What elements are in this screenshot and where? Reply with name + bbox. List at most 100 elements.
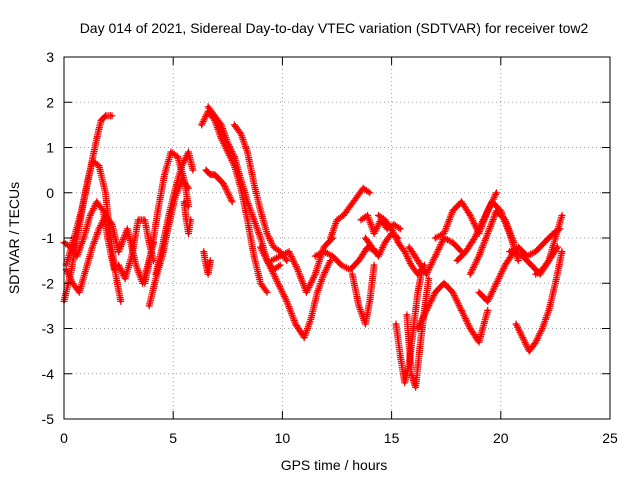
data-point <box>217 177 221 181</box>
data-point <box>451 290 455 294</box>
data-point <box>477 340 481 344</box>
data-point <box>232 155 236 159</box>
y-tick-label: 1 <box>46 140 54 156</box>
data-point <box>208 173 212 177</box>
data-point <box>398 354 402 358</box>
data-point <box>540 327 544 330</box>
x-tick-label: 25 <box>602 430 618 446</box>
data-point <box>348 204 352 208</box>
data-point <box>414 385 418 389</box>
data-point <box>398 227 402 231</box>
data-point <box>403 250 407 254</box>
data-point <box>182 200 186 204</box>
data-point <box>363 236 367 240</box>
data-point <box>534 340 538 344</box>
series-track-23 <box>375 211 428 278</box>
data-point <box>357 259 361 263</box>
data-point <box>173 186 177 190</box>
data-point <box>516 245 520 249</box>
data-point <box>494 281 498 285</box>
data-point <box>468 327 472 330</box>
data-point <box>385 227 389 231</box>
tick-layer: 0 5 10 15 20 25 -5 -4 -3 -2 -1 0 1 2 3 <box>42 49 618 446</box>
data-point <box>512 241 516 245</box>
data-point <box>411 327 415 330</box>
x-tick-label: 15 <box>384 430 400 446</box>
data-point <box>200 123 204 127</box>
data-point <box>451 241 455 245</box>
data-layer <box>60 103 566 391</box>
data-point <box>110 114 114 118</box>
data-point <box>534 272 538 276</box>
data-point <box>186 186 190 190</box>
series-track-34 <box>532 211 566 278</box>
data-point <box>186 150 190 154</box>
data-point <box>230 200 234 204</box>
data-point <box>79 209 83 213</box>
y-tick-label: 0 <box>46 185 54 201</box>
data-point <box>433 254 437 258</box>
data-point <box>110 222 114 226</box>
y-tick-label: -3 <box>42 321 55 337</box>
data-point <box>403 381 407 385</box>
series-track-33 <box>512 248 566 355</box>
data-point <box>335 218 339 222</box>
data-point <box>514 322 518 326</box>
data-point <box>525 254 529 258</box>
data-point <box>383 241 387 245</box>
data-point <box>376 254 380 258</box>
data-point <box>272 245 276 249</box>
data-point <box>99 118 103 122</box>
data-point <box>77 290 81 294</box>
data-point <box>143 218 147 222</box>
y-axis-label: SDTVAR / TECUs <box>6 182 22 294</box>
data-point <box>322 272 326 276</box>
data-point <box>359 218 363 222</box>
data-point <box>269 259 273 263</box>
data-point <box>477 290 481 294</box>
data-point <box>180 164 184 168</box>
data-point <box>160 245 164 249</box>
data-point <box>114 277 118 281</box>
data-point <box>117 263 121 267</box>
data-point <box>464 250 468 254</box>
data-point <box>167 213 171 217</box>
data-point <box>486 308 490 312</box>
data-point <box>556 245 560 249</box>
data-point <box>503 263 507 267</box>
data-point <box>418 345 422 349</box>
x-tick-label: 0 <box>60 430 68 446</box>
x-axis-label: GPS time / hours <box>281 457 388 473</box>
data-point <box>405 313 409 317</box>
data-point <box>313 272 317 276</box>
data-point <box>366 213 370 217</box>
data-point <box>302 336 306 340</box>
data-point <box>134 263 138 267</box>
data-point <box>245 200 249 204</box>
series-track-19 <box>326 184 374 242</box>
data-point <box>368 191 372 195</box>
data-point <box>226 141 230 145</box>
data-point <box>416 327 420 330</box>
data-point <box>486 299 490 303</box>
data-point <box>219 123 223 127</box>
data-point <box>95 136 99 140</box>
data-point <box>331 254 335 258</box>
data-point <box>125 227 129 231</box>
data-point <box>407 245 411 249</box>
data-point <box>154 272 158 276</box>
data-point <box>206 105 210 109</box>
series-track-17 <box>268 234 337 296</box>
data-point <box>481 218 485 222</box>
data-point <box>328 259 332 263</box>
data-point <box>97 227 101 231</box>
data-point <box>370 245 374 249</box>
data-point <box>494 191 498 195</box>
data-point <box>176 155 180 159</box>
data-point <box>304 290 308 294</box>
data-point <box>84 268 88 272</box>
data-point <box>278 263 282 267</box>
data-point <box>259 236 263 240</box>
data-point <box>394 322 398 326</box>
data-point <box>75 254 79 258</box>
